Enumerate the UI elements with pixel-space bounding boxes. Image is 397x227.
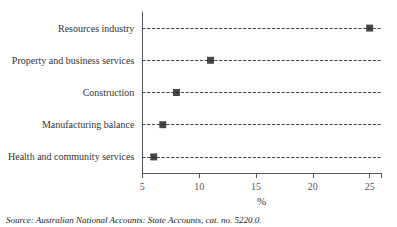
- svg-text:Resources industry: Resources industry: [58, 23, 134, 34]
- svg-text:15: 15: [251, 181, 261, 192]
- svg-text:Construction: Construction: [83, 87, 135, 98]
- svg-text:Property and business services: Property and business services: [12, 55, 135, 66]
- svg-text:5: 5: [140, 181, 145, 192]
- svg-text:25: 25: [365, 181, 375, 192]
- svg-text:Health and community services: Health and community services: [8, 151, 134, 162]
- svg-text:%: %: [257, 195, 266, 207]
- svg-text:Manufacturing balance: Manufacturing balance: [42, 119, 135, 130]
- svg-text:Source: Australian National Ac: Source: Australian National Accounts: St…: [6, 215, 261, 225]
- svg-text:20: 20: [308, 181, 318, 192]
- svg-text:10: 10: [194, 181, 204, 192]
